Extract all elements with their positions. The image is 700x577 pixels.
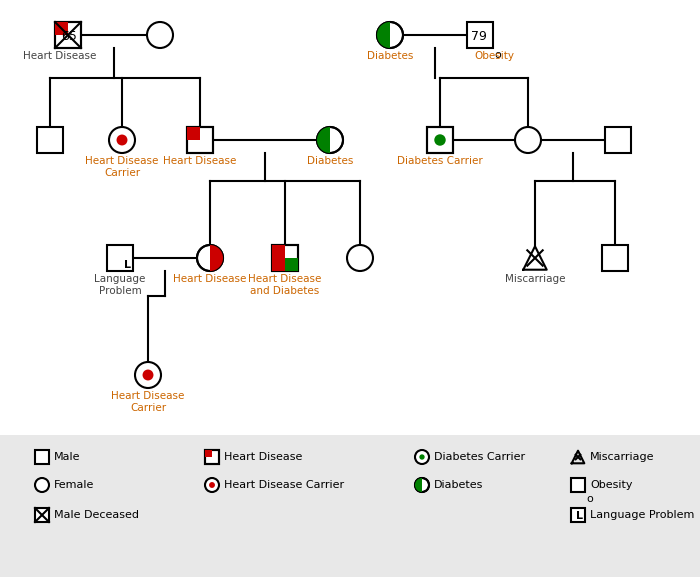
Text: Heart Disease
Carrier: Heart Disease Carrier bbox=[111, 391, 185, 413]
Circle shape bbox=[135, 362, 161, 388]
Text: L: L bbox=[576, 511, 583, 521]
Wedge shape bbox=[210, 245, 223, 271]
Bar bbox=[35, 450, 49, 464]
Circle shape bbox=[143, 369, 153, 380]
Bar bbox=[0, 435, 700, 577]
Text: Language
Problem: Language Problem bbox=[94, 274, 146, 295]
Circle shape bbox=[197, 245, 223, 271]
Bar bbox=[467, 22, 493, 48]
Text: 79: 79 bbox=[471, 31, 487, 43]
Wedge shape bbox=[377, 22, 390, 48]
Text: Heart Disease: Heart Disease bbox=[174, 274, 246, 284]
Text: L: L bbox=[124, 260, 131, 270]
Circle shape bbox=[109, 127, 135, 153]
Circle shape bbox=[415, 450, 429, 464]
Wedge shape bbox=[415, 478, 422, 492]
Bar bbox=[187, 127, 200, 140]
Circle shape bbox=[377, 22, 403, 48]
Bar bbox=[55, 22, 68, 35]
Bar bbox=[427, 127, 453, 153]
Text: Diabetes: Diabetes bbox=[367, 51, 413, 61]
Text: Diabetes Carrier: Diabetes Carrier bbox=[434, 452, 525, 462]
Bar bbox=[205, 450, 219, 464]
Bar bbox=[205, 450, 219, 464]
Bar bbox=[605, 127, 631, 153]
Text: Miscarriage: Miscarriage bbox=[505, 274, 566, 284]
Bar bbox=[107, 245, 133, 271]
Bar bbox=[427, 127, 453, 153]
Text: Male: Male bbox=[54, 452, 80, 462]
Circle shape bbox=[419, 454, 425, 460]
Bar bbox=[55, 22, 81, 48]
Bar bbox=[55, 22, 81, 48]
Bar bbox=[35, 508, 49, 522]
Text: Heart Disease: Heart Disease bbox=[23, 51, 97, 61]
Text: o: o bbox=[494, 50, 500, 60]
Circle shape bbox=[515, 127, 541, 153]
Bar bbox=[272, 245, 298, 271]
Bar bbox=[272, 245, 298, 271]
Text: o: o bbox=[586, 494, 593, 504]
Circle shape bbox=[347, 245, 373, 271]
Bar bbox=[205, 450, 212, 457]
Text: 65: 65 bbox=[61, 31, 77, 43]
Bar bbox=[187, 127, 213, 153]
Circle shape bbox=[116, 134, 127, 145]
Text: Heart Disease: Heart Disease bbox=[224, 452, 302, 462]
Text: Female: Female bbox=[54, 480, 94, 490]
Circle shape bbox=[434, 134, 446, 146]
Circle shape bbox=[35, 478, 49, 492]
Text: Diabetes: Diabetes bbox=[434, 480, 484, 490]
Circle shape bbox=[209, 482, 215, 488]
Text: Male Deceased: Male Deceased bbox=[54, 510, 139, 520]
Circle shape bbox=[415, 478, 429, 492]
Bar bbox=[602, 245, 628, 271]
Text: Diabetes Carrier: Diabetes Carrier bbox=[397, 156, 483, 166]
Bar bbox=[285, 258, 298, 271]
Bar bbox=[272, 245, 285, 271]
Bar bbox=[187, 127, 213, 153]
Bar bbox=[37, 127, 63, 153]
Circle shape bbox=[147, 22, 173, 48]
Text: Heart Disease: Heart Disease bbox=[163, 156, 237, 166]
Circle shape bbox=[317, 127, 343, 153]
Text: Obesity: Obesity bbox=[590, 480, 633, 490]
Bar bbox=[571, 508, 585, 522]
Bar bbox=[571, 478, 585, 492]
Text: Language Problem: Language Problem bbox=[590, 510, 694, 520]
Text: Heart Disease Carrier: Heart Disease Carrier bbox=[224, 480, 344, 490]
Text: Heart Disease
Carrier: Heart Disease Carrier bbox=[85, 156, 159, 178]
Text: Heart Disease
and Diabetes: Heart Disease and Diabetes bbox=[248, 274, 322, 295]
Text: Miscarriage: Miscarriage bbox=[590, 452, 655, 462]
Text: Obesity: Obesity bbox=[474, 51, 514, 61]
Wedge shape bbox=[317, 127, 330, 153]
Circle shape bbox=[205, 478, 219, 492]
Text: Diabetes: Diabetes bbox=[307, 156, 354, 166]
